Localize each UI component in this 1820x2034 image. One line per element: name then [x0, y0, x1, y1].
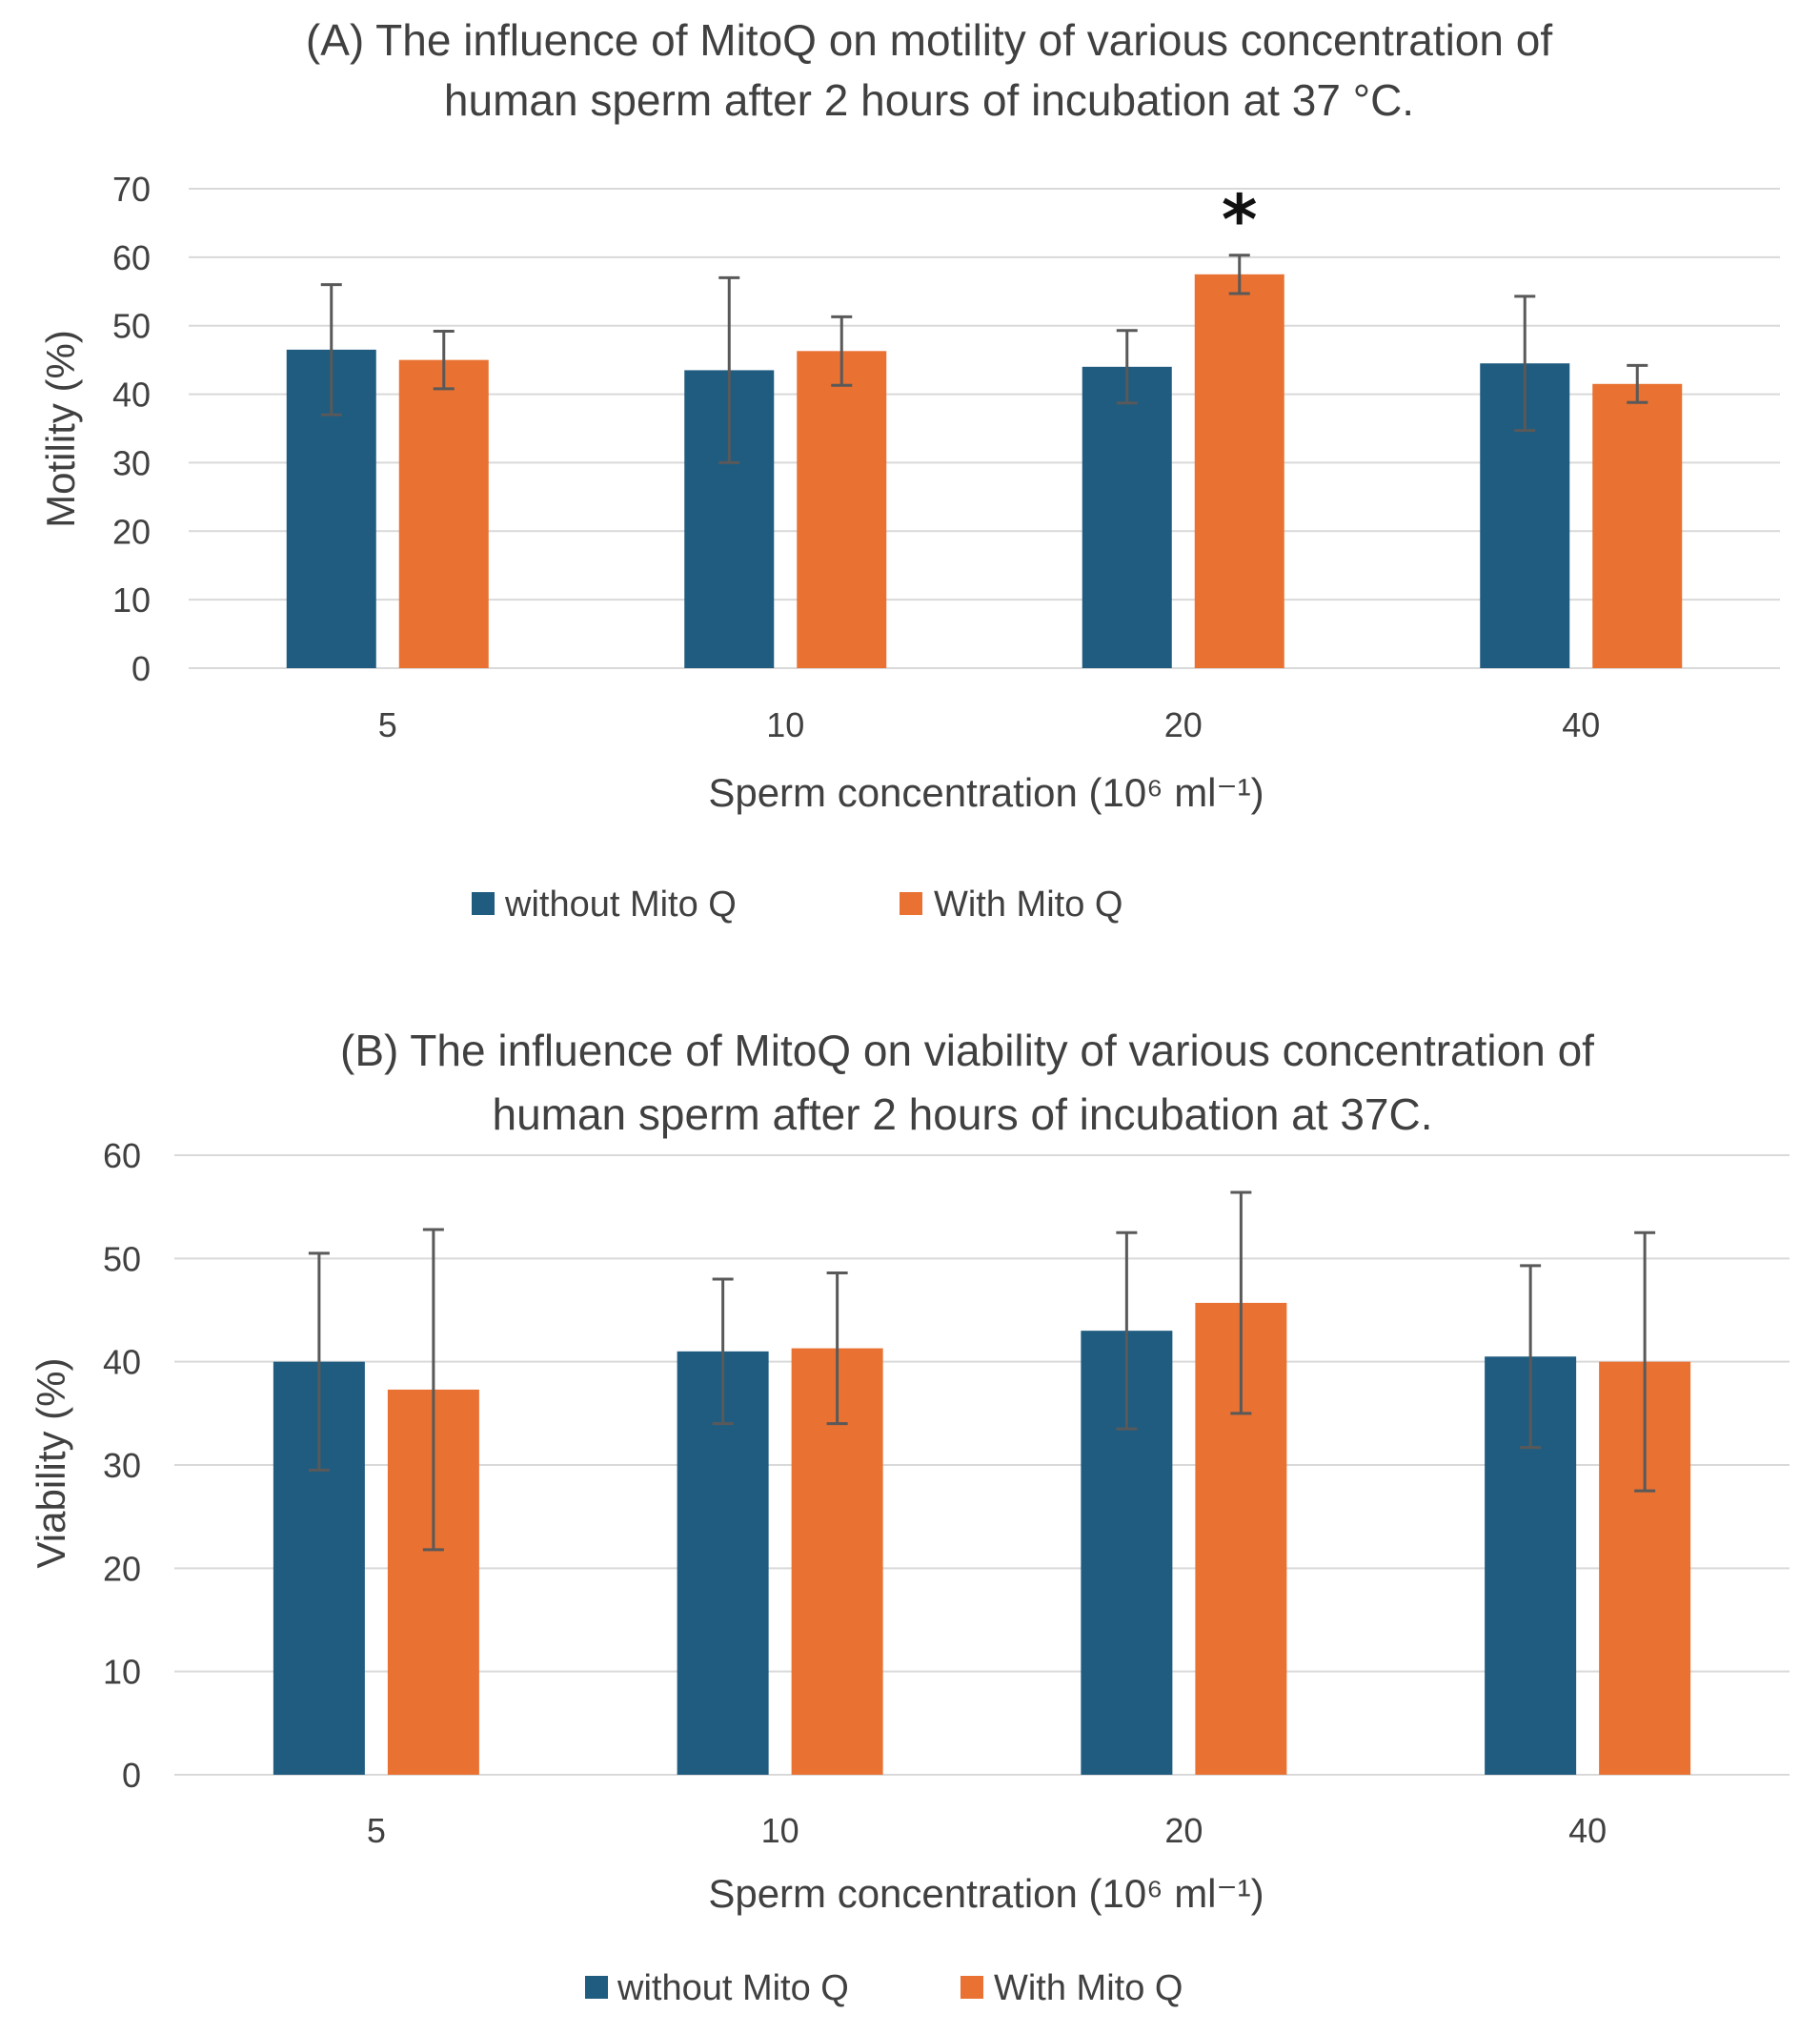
panel-b-x-tick-label: 40	[1568, 1811, 1607, 1850]
panel-b-x-tick-label: 20	[1164, 1811, 1203, 1850]
panel-a-legend-swatch-with	[900, 892, 922, 915]
panel-b-y-tick-label: 50	[103, 1239, 141, 1278]
panel-a-significance-marker: *	[1222, 180, 1258, 260]
panel-a-title-line-2: human sperm after 2 hours of incubation …	[444, 75, 1414, 125]
panel-a-y-tick-label: 60	[112, 238, 151, 277]
panel-a-y-axis-label: Motility (%)	[38, 330, 83, 528]
panel-a-legend: without Mito Q With Mito Q	[472, 885, 1122, 925]
panel-b-title-line-2: human sperm after 2 hours of incubation …	[492, 1089, 1432, 1139]
panel-a-x-axis-label: Sperm concentration (10⁶ ml⁻¹)	[708, 770, 1264, 815]
panel-a-y-tick-label: 50	[112, 307, 151, 346]
panel-a-plot-area: 0 10 20 30 40 50 60 70 5 10 20 40 *	[112, 170, 1780, 744]
panel-a-bar-with-20	[1194, 274, 1284, 668]
panel-b-y-tick-label: 20	[103, 1549, 141, 1588]
panel-b-x-axis-label: Sperm concentration (10⁶ ml⁻¹)	[708, 1871, 1264, 1916]
panel-a: (A) The influence of MitoQ on motility o…	[38, 15, 1780, 925]
panel-b-y-tick-label: 0	[122, 1756, 141, 1795]
panel-a-y-tick-label: 10	[112, 580, 151, 620]
panel-a-bar-with-10	[797, 351, 887, 668]
panel-b-y-tick-label: 40	[103, 1343, 141, 1382]
panel-b-y-tick-label: 60	[103, 1136, 141, 1175]
panel-a-x-tick-label: 40	[1562, 705, 1600, 744]
panel-b-legend-swatch-without	[585, 1976, 608, 1999]
panel-b-legend-label-without: without Mito Q	[617, 1968, 849, 2008]
panel-b-y-tick-label: 30	[103, 1446, 141, 1485]
panel-b-legend: without Mito Q With Mito Q	[585, 1968, 1183, 2008]
panel-a-bar-without-20	[1082, 366, 1172, 668]
panel-a-y-tick-label: 0	[131, 649, 151, 688]
panel-b-plot-area: 0 10 20 30 40 50 60 5 10 20 40	[103, 1136, 1790, 1850]
panel-b-legend-swatch-with	[961, 1976, 983, 1999]
panel-b-x-tick-label: 5	[367, 1811, 386, 1850]
panel-a-legend-swatch-without	[472, 892, 495, 915]
panel-a-x-tick-label: 5	[378, 705, 397, 744]
panel-a-y-tick-label: 70	[112, 170, 151, 209]
panel-b-y-tick-label: 10	[103, 1653, 141, 1692]
panel-a-title-line-1: (A) The influence of MitoQ on motility o…	[306, 15, 1552, 65]
panel-a-y-tick-label: 30	[112, 443, 151, 482]
panel-a-x-tick-label: 10	[766, 705, 804, 744]
panel-b: (B) The influence of MitoQ on viability …	[29, 1026, 1790, 2008]
panel-b-legend-label-with: With Mito Q	[994, 1968, 1183, 2008]
panel-a-y-tick-label: 40	[112, 376, 151, 415]
panel-b-y-axis-label: Viability (%)	[29, 1358, 73, 1569]
panel-a-legend-label-without: without Mito Q	[504, 885, 737, 925]
panel-b-title-line-1: (B) The influence of MitoQ on viability …	[340, 1026, 1594, 1075]
panel-a-bar-with-40	[1592, 383, 1683, 668]
panel-a-legend-label-with: With Mito Q	[934, 885, 1122, 925]
panel-a-x-tick-label: 20	[1164, 705, 1203, 744]
panel-a-y-tick-label: 20	[112, 512, 151, 551]
panel-a-bar-with-5	[398, 359, 489, 668]
panel-b-x-tick-label: 10	[761, 1811, 799, 1850]
